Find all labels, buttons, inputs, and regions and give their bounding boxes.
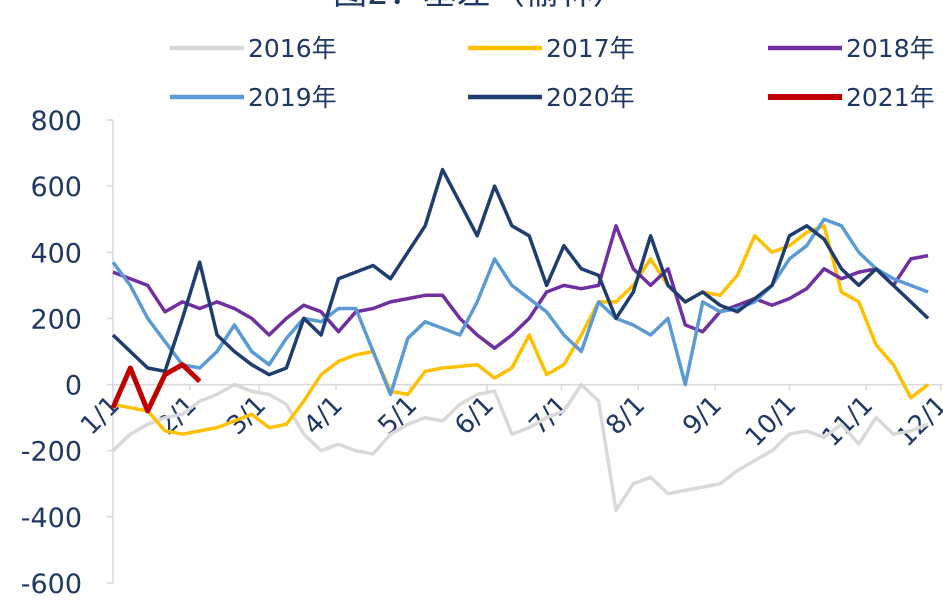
plot-area [110, 167, 930, 512]
legend-label: 2018年 [846, 34, 935, 63]
x-tick-label: 10/1 [740, 390, 803, 453]
legend-label: 2016年 [248, 34, 337, 63]
y-tick-label: -400 [21, 503, 82, 534]
y-tick-label: -200 [21, 437, 82, 468]
x-tick-label: 8/1 [600, 390, 651, 441]
series-line [111, 217, 929, 397]
series-line [112, 224, 929, 350]
y-tick-label: -600 [21, 569, 82, 600]
y-tick-label: 200 [30, 304, 82, 335]
y-tick-label: 400 [30, 238, 82, 269]
legend: 2016年 2017年 2018年 2019年 2020年 2021年 [170, 34, 935, 112]
y-tick-label: 0 [65, 371, 82, 402]
y-tick-label: 800 [30, 106, 82, 137]
x-tick-label: 12/1 [891, 390, 943, 453]
x-tick-label: 5/1 [372, 390, 423, 441]
series-line [112, 224, 930, 436]
x-tick-label: 11/1 [817, 390, 880, 453]
series-line [111, 382, 929, 512]
x-tick-label: 9/1 [677, 390, 728, 441]
legend-label: 2019年 [248, 83, 337, 112]
legend-label: 2017年 [546, 34, 635, 63]
chart-title: 图2：基差（榆林） [333, 0, 627, 13]
series-line [110, 362, 202, 414]
y-tick-label: 600 [30, 172, 82, 203]
series-line [111, 167, 930, 377]
legend-label: 2021年 [846, 83, 935, 112]
legend-label: 2020年 [546, 83, 635, 112]
